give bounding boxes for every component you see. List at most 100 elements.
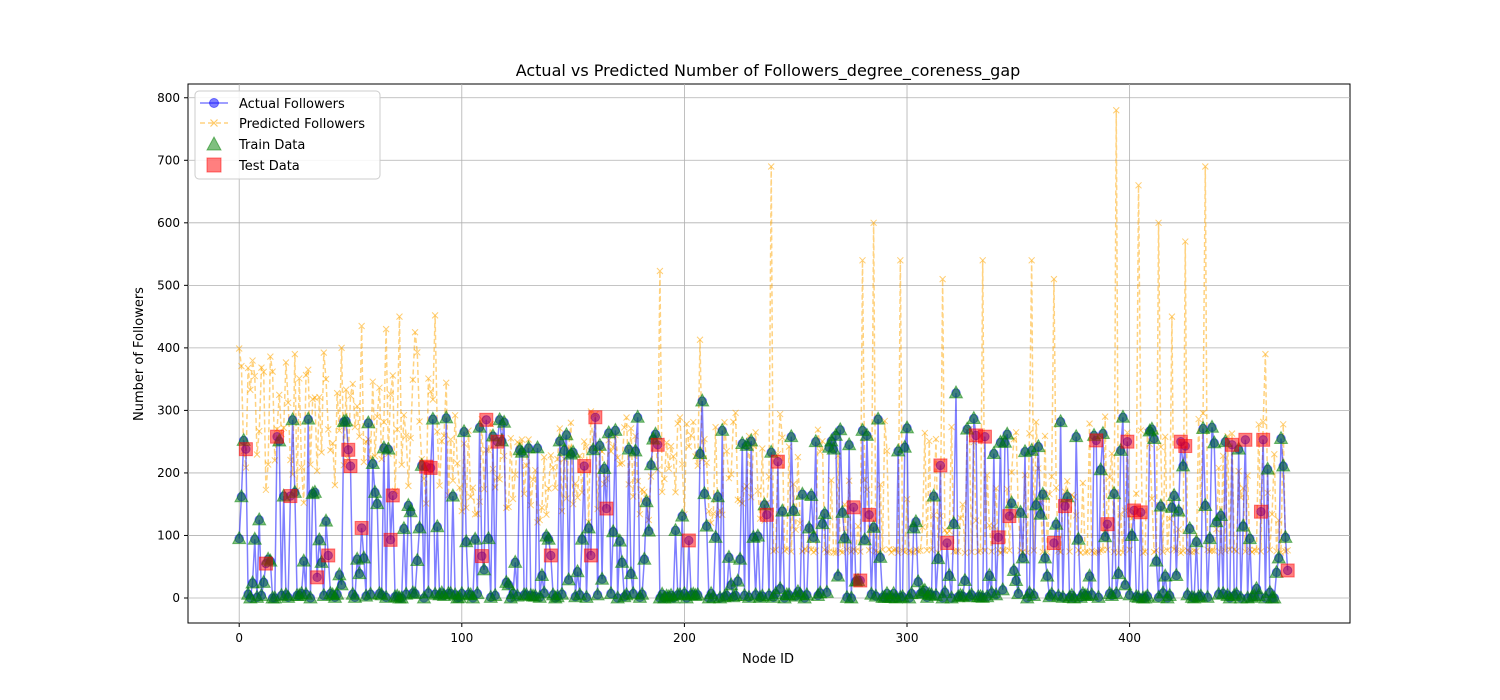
train-point [1269, 564, 1284, 578]
train-point [1235, 518, 1251, 532]
predicted-point [727, 470, 735, 478]
legend-actual-label: Actual Followers [239, 97, 345, 112]
train-point [999, 426, 1015, 440]
predicted-point [525, 436, 532, 443]
predicted-point [282, 359, 290, 366]
predicted-point [854, 522, 862, 530]
train-point [1068, 428, 1084, 443]
train-point [456, 423, 472, 438]
predicted-point [249, 357, 256, 364]
y-tick-label: 400 [157, 341, 180, 355]
axis-ticks: 0 100 200 300 400 0 100 200 300 400 500 600 700 800 [157, 91, 1141, 645]
predicted-point [948, 423, 955, 431]
train-point [1175, 458, 1191, 472]
predicted-point [1255, 421, 1263, 428]
predicted-point [255, 427, 263, 435]
train-point [1273, 430, 1289, 445]
predicted-point [1262, 350, 1269, 358]
train-point [910, 573, 926, 588]
predicted-point [816, 448, 824, 456]
predicted-point [1141, 548, 1149, 555]
train-point [407, 585, 423, 600]
train-point [338, 412, 354, 427]
predicted-point [467, 493, 475, 501]
train-point [608, 422, 623, 436]
train-point [1202, 530, 1218, 545]
train-point [728, 587, 743, 601]
test-point [977, 429, 992, 444]
train-point [1053, 413, 1068, 428]
predicted-point [507, 434, 515, 442]
x-tick-label: 100 [450, 631, 473, 645]
test-point [474, 549, 489, 564]
train-point [639, 493, 654, 508]
predicted-point [986, 521, 993, 529]
train-point [507, 554, 523, 568]
predicted-point [1079, 479, 1087, 487]
predicted-point [917, 547, 924, 554]
predicted-point [451, 411, 459, 419]
train-point [1271, 549, 1287, 564]
train-point [1204, 419, 1220, 433]
predicted-point [556, 425, 564, 432]
predicted-point [358, 322, 365, 330]
predicted-point [754, 487, 762, 495]
predicted-point [260, 368, 268, 376]
predicted-point [990, 523, 998, 530]
predicted-point [939, 275, 946, 283]
train-point [429, 518, 445, 533]
x-axis-label: Node ID [742, 652, 794, 667]
train-point [819, 584, 835, 598]
train-point [1093, 461, 1109, 476]
predicted-point [549, 464, 557, 471]
predicted-point [667, 442, 675, 450]
predicted-point [545, 485, 552, 492]
train-point [470, 585, 485, 600]
train-point [403, 503, 418, 518]
train-point [1169, 567, 1184, 581]
predicted-point [322, 375, 330, 383]
predicted-point [351, 423, 359, 431]
predicted-line [238, 110, 1288, 556]
legend-test-marker [206, 157, 222, 173]
predicted-point [636, 510, 644, 518]
train-point [801, 519, 817, 534]
train-point [1140, 588, 1155, 602]
predicted-point [411, 328, 419, 336]
train-point [487, 587, 503, 601]
predicted-point [502, 504, 510, 512]
predicted-point [284, 399, 292, 407]
train-point [1106, 485, 1122, 500]
predicted-point [569, 500, 577, 508]
axes-frame [187, 83, 1351, 624]
legend-actual-marker [209, 98, 219, 108]
predicted-point [1159, 548, 1167, 556]
predicted-point [342, 386, 350, 394]
predicted-point [1124, 429, 1131, 437]
train-point [859, 427, 875, 441]
predicted-point [416, 418, 423, 425]
predicted-point [672, 488, 679, 496]
test-point [354, 520, 369, 535]
predicted-point [972, 517, 980, 524]
predicted-point [1041, 432, 1049, 440]
test-point [650, 437, 665, 452]
train-point [674, 508, 690, 522]
predicted-point [883, 447, 891, 455]
predicted-point [1101, 413, 1109, 420]
train-point [1008, 572, 1024, 586]
predicted-point [665, 465, 673, 472]
predicted-point [387, 390, 394, 398]
predicted-point [315, 393, 323, 401]
train-point [634, 586, 650, 600]
train-point [699, 518, 715, 532]
train-point [1026, 587, 1042, 601]
train-point [995, 581, 1011, 596]
train-point [799, 586, 815, 601]
train-point [356, 549, 372, 564]
predicted-point [1161, 433, 1169, 441]
predicted-point [324, 426, 332, 433]
predicted-point [536, 516, 544, 524]
predicted-point [318, 449, 325, 456]
